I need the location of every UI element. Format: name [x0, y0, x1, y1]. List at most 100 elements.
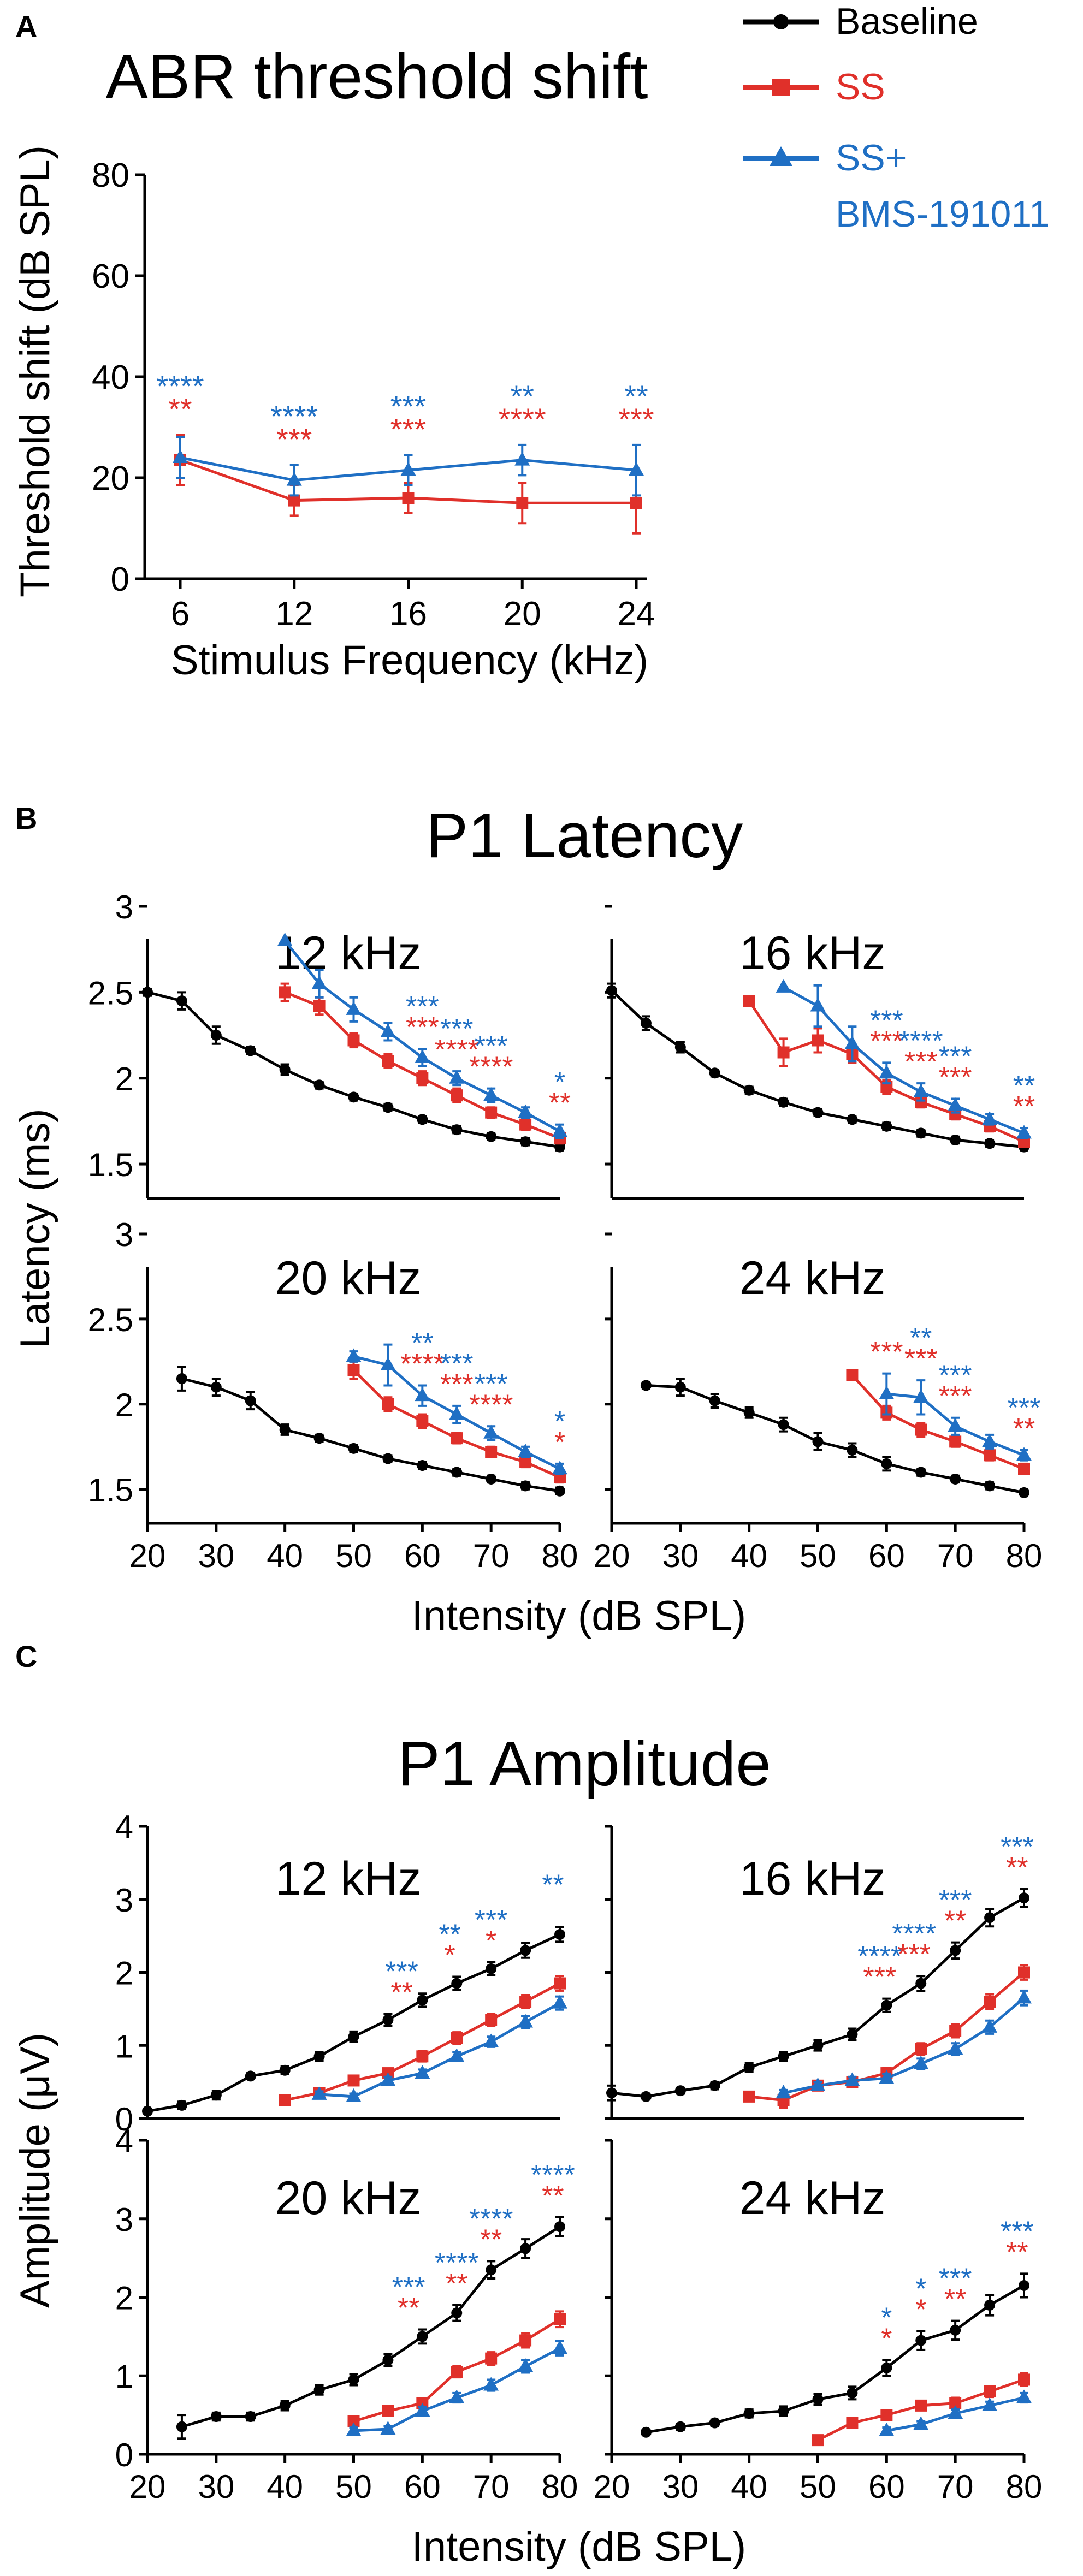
panel-c-bms-point [483, 2033, 499, 2047]
panel-c-significance-blue: ** [542, 1869, 564, 1901]
panel-b-significance-red: *** [904, 1343, 938, 1375]
panel-b-x-tick-label: 70 [937, 1538, 974, 1574]
panel-c-x-tick-label: 20 [129, 2468, 166, 2505]
panel-c-baseline-point [778, 2405, 789, 2417]
panel-b-bms-point [277, 932, 293, 946]
panel-b-baseline-point [847, 1114, 858, 1125]
panel-b-baseline-point [812, 1107, 824, 1118]
panel-b-baseline-point [950, 1135, 961, 1145]
panel-b-baseline-point [674, 1381, 686, 1393]
panel-b-baseline-point [451, 1124, 463, 1136]
panel-b-significance-red: ** [549, 1088, 571, 1119]
panel-c-x-tick-label: 40 [267, 2468, 303, 2505]
panel-b-x-tick-label: 40 [267, 1538, 303, 1574]
panel-c-x-tick-label: 30 [662, 2468, 699, 2505]
panel-c-significance-blue: ** [439, 1919, 460, 1951]
panel-b-significance-red: ** [1013, 1091, 1035, 1123]
panel-c-baseline-point [812, 2040, 824, 2051]
panel-b-baseline-point [743, 1084, 755, 1096]
panel-b-significance-red: *** [939, 1061, 972, 1093]
panel-c-significance-blue: **** [435, 2247, 479, 2279]
panel-c-baseline-point [743, 2062, 755, 2073]
panel-b-x-tick-label: 20 [594, 1538, 630, 1574]
panel-b-bms-point [380, 1023, 396, 1037]
panel-c-baseline-point [674, 2421, 686, 2432]
panel-c-baseline-point [984, 1912, 996, 1924]
panel-b-bms-point [346, 1348, 362, 1362]
panel-c-bms-point [776, 2085, 791, 2099]
panel-b-baseline-point [709, 1067, 720, 1079]
panel-b-baseline-point [313, 1079, 325, 1091]
panel-b-baseline-line [646, 1384, 1025, 1494]
panel-b-bms-line [783, 986, 1025, 1135]
panel-b-baseline-point [778, 1419, 789, 1431]
panel-c-x-tick-label: 80 [542, 2468, 578, 2505]
panel-b-ss-point [279, 986, 291, 999]
panel-b-bms-point [552, 1461, 567, 1475]
panel-b-bms-point [982, 1111, 998, 1125]
panel-c-bms-point [483, 2377, 499, 2391]
panel-a-significance-blue: **** [270, 399, 318, 434]
panel-a-ss-point [630, 497, 642, 509]
legend-baseline-label: Baseline [836, 1, 978, 42]
panel-b-significance-red: ** [1013, 1413, 1035, 1445]
panel-c-ss-point [743, 2090, 755, 2103]
panel-c-baseline-point [984, 2299, 996, 2311]
panel-c-ss-point [949, 2025, 962, 2037]
panel-b-significance-red: **** [469, 1389, 513, 1421]
panel-c-baseline-point [554, 2221, 565, 2233]
legend-ss-marker [772, 79, 790, 96]
panel-c-ss-point [984, 1996, 996, 2008]
panel-a-bms-point [629, 462, 644, 476]
panel-c-x-tick-label: 30 [198, 2468, 234, 2505]
panel-a-y-tick-label: 40 [92, 359, 129, 396]
panel-b-significance-blue: * [554, 1406, 565, 1438]
panel-c-significance-red: ** [944, 1906, 966, 1937]
panel-b-baseline-point [313, 1433, 325, 1444]
panel-b-bms-point [518, 1104, 534, 1118]
panel-c-xlabel: Intensity (dB SPL) [412, 2524, 747, 2570]
panel-b-significance-blue: *** [870, 1005, 903, 1036]
panel-a-y-tick-label: 0 [111, 561, 129, 598]
panel-c-x-tick-label: 50 [335, 2468, 372, 2505]
panel-b-baseline-point [984, 1480, 996, 1492]
panel-a-significance-red: *** [618, 402, 654, 436]
panel-c-bms-point [380, 2072, 396, 2086]
panel-c-bms-point [1016, 2389, 1032, 2403]
panel-b-ss-point [485, 1106, 498, 1119]
panel-c-x-tick-label: 70 [473, 2468, 510, 2505]
panel-b-baseline-point [778, 1096, 789, 1108]
panel-c-significance-blue: *** [939, 1885, 972, 1916]
panel-b-x-tick-label: 50 [800, 1538, 836, 1574]
panel-c-x-tick-label: 40 [731, 2468, 767, 2505]
panel-a-ylabel: Threshold shift (dB SPL) [12, 145, 58, 597]
panel-c-significance-red: ** [1006, 2236, 1028, 2268]
panel-a-y-tick-label: 20 [92, 460, 129, 497]
panel-c-bms-point [518, 2014, 534, 2028]
panel-b-bms-point [913, 1389, 929, 1403]
panel-b-y-tick-label: 1.5 [88, 1472, 133, 1509]
panel-a-bms-point [400, 462, 416, 476]
panel-c-ss-point [347, 2415, 360, 2427]
panel-c-baseline-point [451, 1978, 463, 1989]
panel-c-bms-point [449, 2048, 465, 2062]
panel-c-bms-point [879, 2422, 895, 2436]
panel-c-ss-point [519, 1996, 532, 2008]
panel-c-baseline-point [279, 2064, 291, 2076]
panel-c-x-tick-label: 20 [594, 2468, 630, 2505]
panel-c-baseline-point [382, 2354, 394, 2366]
panel-c-ss-point [554, 1977, 566, 1990]
panel-b-significance-red: **** [435, 1034, 479, 1066]
panel-b-x-tick-label: 70 [473, 1538, 510, 1574]
panel-b-baseline-point [640, 1380, 652, 1391]
panel-b-significance-blue: *** [939, 1041, 972, 1072]
panel-a-x-tick-label: 6 [171, 595, 190, 633]
panel-b-y-tick-label: 3 [115, 1216, 133, 1253]
panel-b-bms-point [948, 1418, 963, 1432]
panel-c-ss-point [279, 2094, 291, 2106]
panel-c-ss-point [846, 2417, 859, 2429]
panel-b-y-tick-label: 1.5 [88, 1147, 133, 1183]
panel-c-ss-point [485, 2014, 498, 2026]
panel-b-ss-point [451, 1432, 463, 1445]
panel-a-significance-blue: ** [510, 379, 534, 413]
